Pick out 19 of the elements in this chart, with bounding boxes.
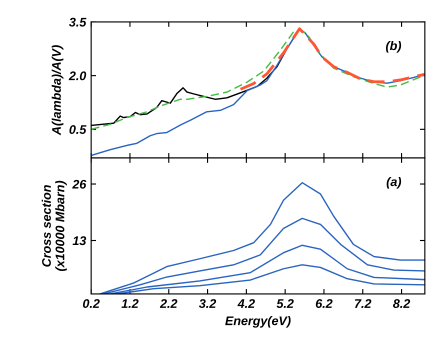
x-tick-label: 4.2 bbox=[237, 299, 255, 308]
x-tick-label: 7.2 bbox=[354, 299, 372, 308]
x-tick-label: 2.2 bbox=[160, 299, 178, 308]
x-axis-title: Energy(eV) bbox=[225, 316, 291, 328]
y-tick-label: 26 bbox=[72, 180, 86, 189]
x-tick-label: 3.2 bbox=[198, 299, 216, 308]
y-axis-title: Cross section (x10000 Mbarn) bbox=[42, 180, 67, 271]
y-tick-label: 3.5 bbox=[69, 18, 86, 27]
y-axis-title: A(lambda)/A(V) bbox=[52, 45, 64, 136]
x-tick-label: 0.2 bbox=[82, 299, 100, 308]
annotation: (b) bbox=[386, 40, 402, 53]
y-tick-label: 2.0 bbox=[68, 71, 86, 80]
x-tick-label: 8.2 bbox=[393, 299, 410, 308]
x-tick-label: 6.2 bbox=[316, 299, 333, 308]
y-tick-label: 13 bbox=[72, 236, 86, 246]
annotation: (a) bbox=[386, 176, 402, 189]
x-tick-label: 1.2 bbox=[121, 299, 139, 308]
x-tick-label: 5.2 bbox=[276, 299, 294, 308]
y-tick-label: 0.5 bbox=[69, 125, 86, 134]
